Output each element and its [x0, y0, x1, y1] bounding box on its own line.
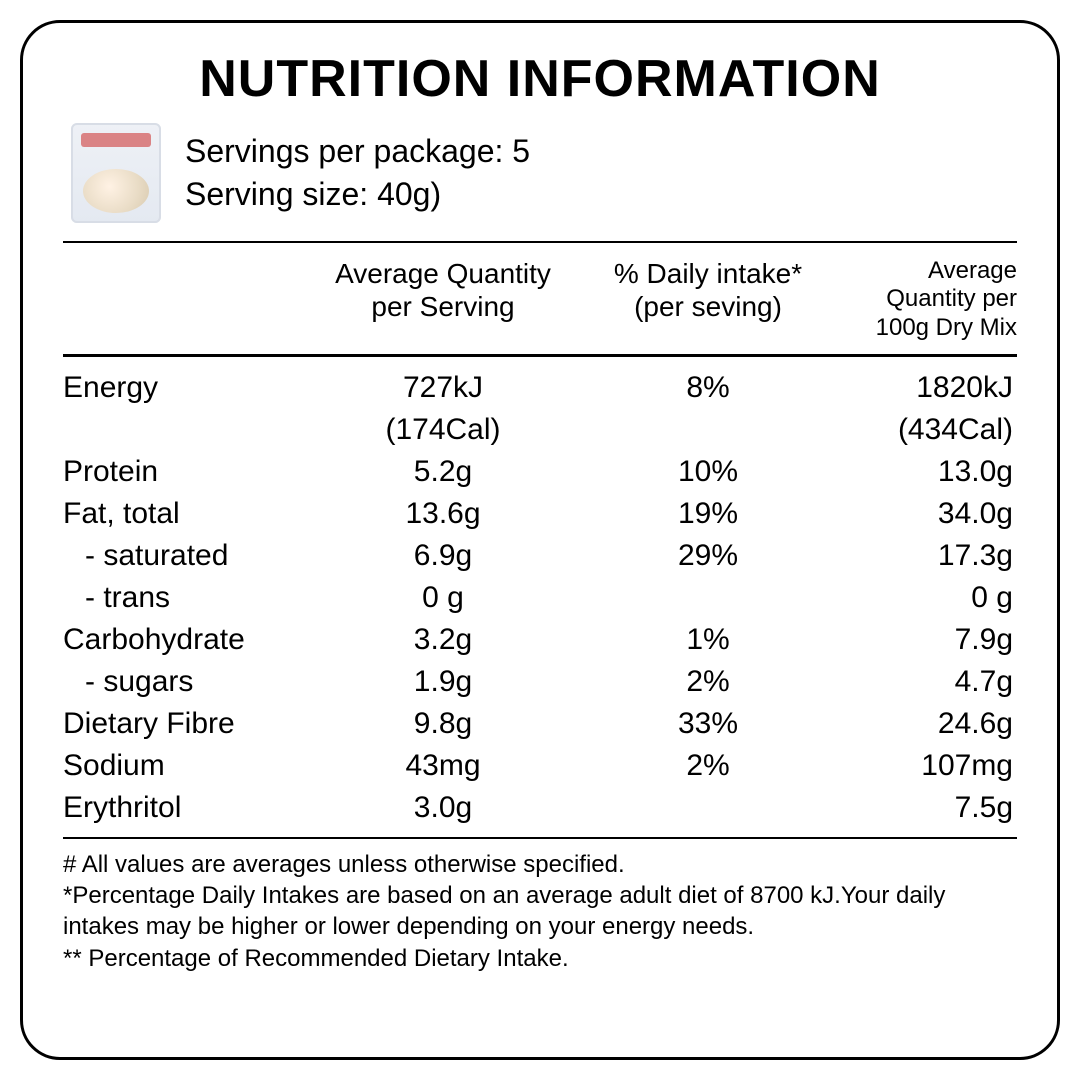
- table-row: - trans0 g0 g: [63, 577, 1017, 619]
- table-row: Protein5.2g10%13.0g: [63, 451, 1017, 493]
- table-row: Dietary Fibre9.8g33%24.6g: [63, 703, 1017, 745]
- divider: [63, 837, 1017, 839]
- per-serving-value: 3.0g: [293, 793, 593, 823]
- per-serving-value: 5.2g: [293, 457, 593, 487]
- nutrient-label: - sugars: [63, 667, 293, 697]
- per-100g-value: 17.3g: [823, 541, 1023, 571]
- nutrient-label: Energy: [63, 373, 293, 403]
- footnote-line: # All values are averages unless otherwi…: [63, 849, 1017, 880]
- daily-intake-value: 2%: [593, 751, 823, 781]
- nutrient-label: Sodium: [63, 751, 293, 781]
- daily-intake-value: [593, 793, 823, 823]
- per-serving-value: (174Cal): [293, 415, 593, 445]
- table-row: - saturated6.9g29%17.3g: [63, 535, 1017, 577]
- daily-intake-value: 8%: [593, 373, 823, 403]
- per-serving-value: 1.9g: [293, 667, 593, 697]
- table-row: Energy727kJ8%1820kJ: [63, 367, 1017, 409]
- per-serving-value: 13.6g: [293, 499, 593, 529]
- nutrient-label: Erythritol: [63, 793, 293, 823]
- daily-intake-value: [593, 583, 823, 613]
- panel-title: NUTRITION INFORMATION: [63, 49, 1017, 109]
- daily-intake-value: 19%: [593, 499, 823, 529]
- col-nutrient: [63, 257, 293, 342]
- nutrient-label: - trans: [63, 583, 293, 613]
- nutrient-label: - saturated: [63, 541, 293, 571]
- table-row: (174Cal)(434Cal): [63, 409, 1017, 451]
- nutrient-label: Carbohydrate: [63, 625, 293, 655]
- footnotes: # All values are averages unless otherwi…: [63, 849, 1017, 974]
- per-serving-value: 3.2g: [293, 625, 593, 655]
- footnote-line: *Percentage Daily Intakes are based on a…: [63, 880, 1017, 942]
- table-row: Sodium43mg2%107mg: [63, 745, 1017, 787]
- per-100g-value: 0 g: [823, 583, 1023, 613]
- nutrient-label: Dietary Fibre: [63, 709, 293, 739]
- per-serving-value: 727kJ: [293, 373, 593, 403]
- nutrition-panel: NUTRITION INFORMATION Servings per packa…: [20, 20, 1060, 1060]
- daily-intake-value: 1%: [593, 625, 823, 655]
- per-100g-value: 7.9g: [823, 625, 1023, 655]
- serving-info: Servings per package: 5 Serving size: 40…: [185, 130, 530, 216]
- per-serving-value: 43mg: [293, 751, 593, 781]
- per-serving-value: 6.9g: [293, 541, 593, 571]
- per-100g-value: 7.5g: [823, 793, 1023, 823]
- per-100g-value: 13.0g: [823, 457, 1023, 487]
- footnote-line: ** Percentage of Recommended Dietary Int…: [63, 943, 1017, 974]
- nutrition-table-body: Energy727kJ8%1820kJ(174Cal)(434Cal)Prote…: [63, 357, 1017, 837]
- table-row: Fat, total13.6g19%34.0g: [63, 493, 1017, 535]
- product-pouch-icon: [71, 123, 161, 223]
- per-100g-value: 34.0g: [823, 499, 1023, 529]
- per-100g-value: 107mg: [823, 751, 1023, 781]
- nutrient-label: Fat, total: [63, 499, 293, 529]
- table-row: - sugars1.9g2%4.7g: [63, 661, 1017, 703]
- table-row: Erythritol3.0g7.5g: [63, 787, 1017, 829]
- col-per-100g: Average Quantity per 100g Dry Mix: [823, 257, 1023, 342]
- servings-per-package: Servings per package: 5: [185, 130, 530, 173]
- col-daily-intake: % Daily intake* (per seving): [593, 257, 823, 342]
- daily-intake-value: 10%: [593, 457, 823, 487]
- daily-intake-value: 33%: [593, 709, 823, 739]
- col-per-serving: Average Quantity per Serving: [293, 257, 593, 342]
- nutrient-label: Protein: [63, 457, 293, 487]
- per-serving-value: 0 g: [293, 583, 593, 613]
- per-100g-value: 4.7g: [823, 667, 1023, 697]
- per-serving-value: 9.8g: [293, 709, 593, 739]
- table-header: Average Quantity per Serving % Daily int…: [63, 243, 1017, 354]
- per-100g-value: 24.6g: [823, 709, 1023, 739]
- per-100g-value: (434Cal): [823, 415, 1023, 445]
- serving-info-row: Servings per package: 5 Serving size: 40…: [63, 123, 1017, 223]
- daily-intake-value: 2%: [593, 667, 823, 697]
- serving-size: Serving size: 40g): [185, 173, 530, 216]
- per-100g-value: 1820kJ: [823, 373, 1023, 403]
- table-row: Carbohydrate3.2g1%7.9g: [63, 619, 1017, 661]
- daily-intake-value: 29%: [593, 541, 823, 571]
